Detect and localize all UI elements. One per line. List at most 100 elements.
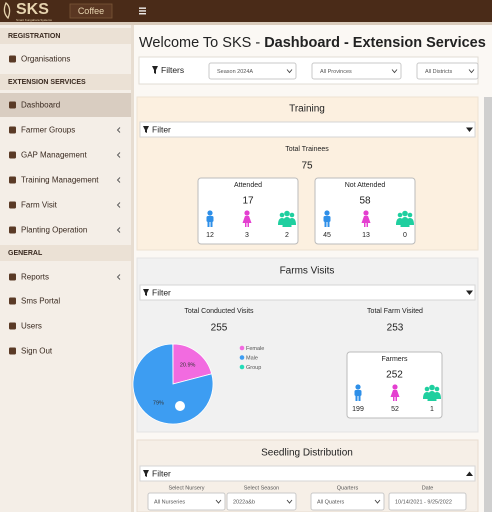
logo-subtitle: Smart Kungahara Systems — [16, 18, 52, 22]
filter-select-value: All Districts — [425, 69, 452, 75]
sidebar-item-label: Sign Out — [21, 347, 53, 356]
stat-label: Total Farm Visited — [367, 308, 423, 315]
sidebar-item[interactable] — [0, 339, 131, 363]
field-label: Select Season — [244, 485, 279, 491]
pie-label: 20.9% — [180, 362, 196, 368]
top-bar — [0, 0, 492, 22]
field-value: All Nurseries — [154, 499, 185, 505]
sidebar-item-icon — [9, 176, 16, 184]
field-label: Select Nursery — [168, 485, 204, 491]
legend-swatch — [239, 355, 245, 360]
total-label: Total Trainees — [285, 146, 329, 153]
card-total: 58 — [359, 196, 371, 207]
menu-toggle[interactable] — [139, 7, 146, 15]
sidebar-section-title: EXTENSION SERVICES — [8, 79, 86, 86]
sidebar-item[interactable] — [0, 93, 131, 117]
stat-label: Total Conducted Visits — [184, 308, 254, 315]
pie-slice — [172, 343, 213, 385]
filter-label: Filter — [152, 468, 171, 478]
chevron — [116, 227, 121, 233]
training-panel — [136, 96, 479, 251]
chevron — [116, 177, 121, 183]
sidebar-item-label: Organisations — [21, 55, 70, 64]
filter-caret — [466, 471, 473, 476]
legend-swatch — [239, 345, 245, 351]
filter-select[interactable] — [208, 62, 297, 80]
card-count: 52 — [391, 406, 399, 413]
sidebar-item-label: Sms Portal — [21, 297, 60, 306]
panel-title: Training — [289, 104, 325, 115]
filter-bar[interactable] — [139, 284, 476, 301]
filter-caret — [466, 290, 473, 295]
sidebar-item-label: Training Management — [21, 176, 99, 185]
field-label: Date — [422, 485, 434, 491]
sidebar-section-title: GENERAL — [8, 250, 43, 257]
page-title-bold: Dashboard - Extension Services — [264, 35, 486, 51]
pie-slice — [132, 343, 214, 425]
sidebar-item[interactable] — [0, 289, 131, 313]
sidebar-item-icon — [9, 273, 16, 281]
filter-select[interactable] — [416, 62, 479, 80]
select-caret — [286, 69, 293, 74]
field-input[interactable] — [147, 492, 226, 511]
sidebar-item[interactable] — [0, 314, 131, 338]
sidebar-item-label: Farmer Groups — [21, 126, 75, 135]
sidebar-item-label: GAP Management — [21, 151, 87, 160]
product-label: Coffee — [78, 6, 104, 16]
sidebar-edge — [131, 25, 134, 512]
page-title-prefix: Welcome To SKS - — [139, 35, 264, 51]
chevron — [116, 152, 121, 158]
card-title: Attended — [234, 182, 262, 189]
sidebar-item-icon — [9, 347, 16, 355]
select-caret — [391, 69, 398, 74]
sidebar-item[interactable] — [0, 265, 131, 289]
card-title: Farmers — [381, 356, 408, 363]
sidebar-item-icon — [9, 55, 16, 63]
filters-label: Filters — [161, 65, 184, 75]
card-title: Not Attended — [345, 182, 386, 189]
card-total: 17 — [242, 196, 254, 207]
sidebar-item-label: Users — [21, 322, 42, 331]
field-input[interactable] — [388, 492, 467, 511]
page-title: Welcome To SKS - Dashboard - Extension S… — [139, 35, 486, 51]
card-count: 2 — [285, 232, 289, 239]
filter-select[interactable] — [311, 62, 402, 80]
filters-icon — [152, 66, 158, 74]
field-input[interactable] — [226, 492, 297, 511]
filter-bar[interactable] — [139, 121, 476, 138]
logo: SKS — [16, 1, 49, 18]
sidebar-item-label: Farm Visit — [21, 201, 58, 210]
select-caret — [215, 499, 222, 504]
field-label: Quarters — [337, 485, 359, 491]
sidebar-section-header — [0, 245, 131, 261]
top-bar-shadow — [0, 22, 492, 25]
pie-label: 79% — [153, 401, 164, 407]
group-icon — [396, 210, 414, 227]
group-icon — [423, 384, 441, 401]
filter-icon — [143, 470, 149, 477]
sidebar-item-label: Planting Operation — [21, 226, 87, 235]
card-count: 12 — [206, 232, 214, 239]
filter-bar[interactable] — [139, 465, 476, 482]
chevron — [116, 127, 121, 133]
card-count: 13 — [362, 232, 370, 239]
filter-icon — [143, 126, 149, 133]
field-value: 10/14/2021 - 9/25/2022 — [395, 499, 452, 505]
card-total: 252 — [386, 370, 403, 381]
field-input[interactable] — [310, 492, 385, 511]
chevron — [116, 274, 121, 280]
filter-caret — [466, 127, 473, 132]
filter-select-value: All Provinces — [320, 69, 352, 75]
product-badge[interactable] — [69, 3, 113, 19]
legend-label: Group — [246, 365, 261, 371]
card-count: 0 — [403, 232, 407, 239]
pie-hover-dot — [175, 401, 185, 411]
sidebar-item[interactable] — [0, 193, 131, 217]
select-caret — [468, 69, 475, 74]
panel-title: Farms Visits — [280, 266, 335, 277]
sidebar-item-label: Dashboard — [21, 101, 60, 110]
legend-label: Male — [246, 355, 258, 361]
map-edge — [484, 97, 492, 512]
filter-label: Filter — [152, 287, 171, 297]
field-value: 2022a&b — [233, 499, 255, 505]
